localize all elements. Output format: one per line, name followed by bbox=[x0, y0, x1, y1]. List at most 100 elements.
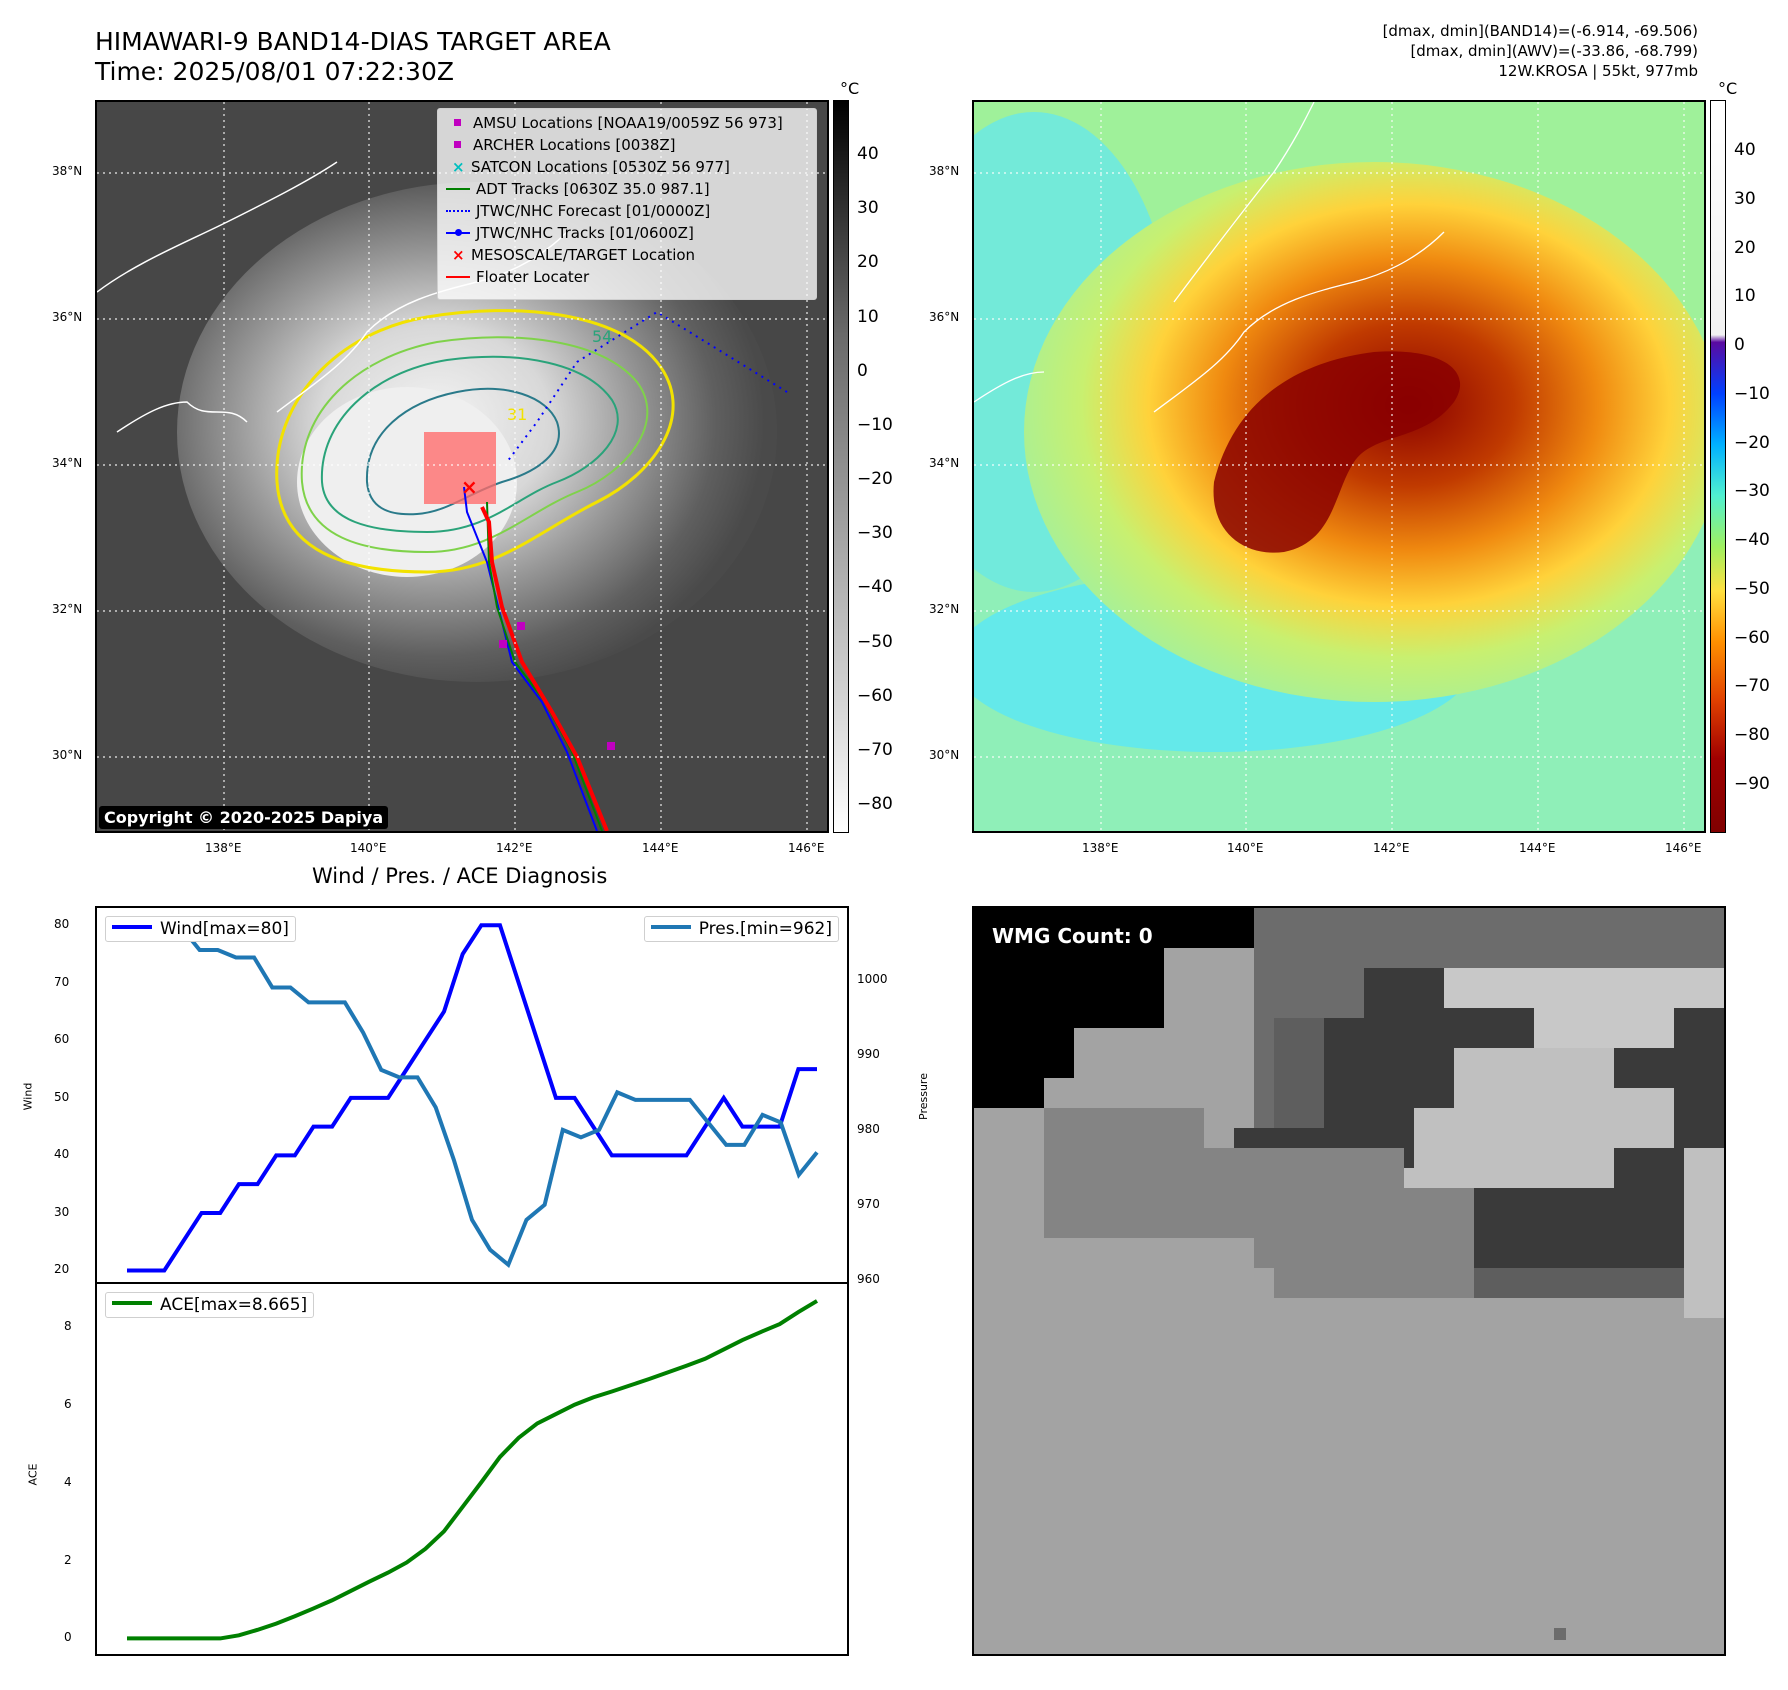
wv-lon-label: 142°E bbox=[1373, 841, 1410, 855]
x-marker-icon: × bbox=[452, 246, 465, 264]
wmg-count-label: WMG Count: 0 bbox=[992, 924, 1153, 948]
legend-item-amsu: AMSU Locations [NOAA19/0059Z 56 973] bbox=[446, 114, 783, 132]
ir-colorbar-tick-label: −30 bbox=[857, 523, 893, 544]
awv-range-text: [dmax, dmin](AWV)=(-33.86, -68.799) bbox=[1410, 42, 1698, 60]
wv-lat-label: 36°N bbox=[929, 310, 960, 324]
figure-title: HIMAWARI-9 BAND14-DIAS TARGET AREA bbox=[95, 27, 611, 56]
figure-time: Time: 2025/08/01 07:22:30Z bbox=[95, 57, 454, 86]
ir-colorbar-tick-label: 30 bbox=[857, 198, 879, 219]
wv-colorbar-tick-label: −40 bbox=[1734, 530, 1770, 551]
legend-item-jtwc-forecast: JTWC/NHC Forecast [01/0000Z] bbox=[446, 202, 710, 220]
ace-axis-label: ACE bbox=[26, 1463, 40, 1486]
copyright-badge: Copyright © 2020-2025 Dapiya bbox=[99, 806, 389, 829]
wv-colorbar-tick-label: −90 bbox=[1734, 774, 1770, 794]
wind-tick-label: 70 bbox=[54, 974, 70, 989]
contour-label-54: 54 bbox=[592, 327, 612, 346]
ir-lat-label: 36°N bbox=[52, 310, 83, 324]
legend-item-target: × MESOSCALE/TARGET Location bbox=[452, 246, 696, 264]
ir-colorbar-tick-label: −70 bbox=[857, 739, 893, 760]
wind-tick-label: 40 bbox=[54, 1147, 70, 1162]
square-marker-icon bbox=[454, 119, 461, 126]
ace-chart-frame: ACE[max=8.665] bbox=[95, 1282, 849, 1656]
ir-map-panel: 54 31 × AMSU Locations [NO bbox=[95, 100, 829, 833]
ace-tick-label: 4 bbox=[64, 1474, 72, 1489]
wv-lat-label: 38°N bbox=[929, 164, 960, 178]
legend-item-adt: ADT Tracks [0630Z 35.0 987.1] bbox=[446, 180, 710, 198]
wv-colorbar-tick-label: −60 bbox=[1734, 627, 1770, 648]
wv-colorbar-tick-label: 0 bbox=[1734, 335, 1745, 356]
ace-chart bbox=[127, 1299, 819, 1641]
wind-tick-label: 30 bbox=[54, 1204, 70, 1219]
target-area-box bbox=[424, 432, 496, 504]
ir-colorbar-tick-label: 10 bbox=[857, 306, 879, 327]
pressure-tick-label: 1000 bbox=[857, 971, 888, 986]
ace-series-line bbox=[127, 1299, 819, 1641]
ace-legend: ACE[max=8.665] bbox=[105, 1292, 315, 1318]
wv-map-panel bbox=[972, 100, 1706, 833]
archer-marker bbox=[499, 640, 507, 648]
ir-colorbar-tick-label: −50 bbox=[857, 631, 893, 652]
ace-tick-label: 0 bbox=[64, 1630, 72, 1645]
archer-marker-2 bbox=[607, 742, 615, 750]
wv-lat-label: 34°N bbox=[929, 456, 960, 470]
wv-lon-label: 138°E bbox=[1082, 841, 1119, 855]
ir-lat-label: 34°N bbox=[52, 456, 83, 470]
wind-tick-label: 80 bbox=[54, 917, 70, 932]
line-marker-icon bbox=[446, 276, 470, 278]
ir-colorbar-unit: °C bbox=[840, 79, 860, 98]
pressure-axis-label: Pressure bbox=[916, 1073, 930, 1120]
wv-colorbar-tick-label: −20 bbox=[1734, 432, 1770, 453]
legend-item-floater: Floater Locater bbox=[446, 268, 589, 286]
band14-range-text: [dmax, dmin](BAND14)=(-6.914, -69.506) bbox=[1382, 22, 1698, 40]
ir-colorbar-tick-label: −20 bbox=[857, 469, 893, 489]
ir-colorbar-tick-label: 20 bbox=[857, 252, 879, 273]
wv-lat-label: 30°N bbox=[929, 748, 960, 762]
ir-colorbar-tick-label: −40 bbox=[857, 577, 893, 598]
legend-item-satcon: × SATCON Locations [0530Z 56 977] bbox=[452, 158, 730, 176]
wind-series-line bbox=[127, 923, 817, 1273]
legend-item-archer: ARCHER Locations [0038Z] bbox=[446, 136, 676, 154]
wind-tick-label: 20 bbox=[54, 1262, 70, 1277]
floater-track bbox=[480, 506, 609, 831]
ir-lat-label: 38°N bbox=[52, 164, 83, 178]
wv-colorbar-tick-label: 10 bbox=[1734, 286, 1756, 307]
x-marker-icon: × bbox=[452, 158, 465, 176]
wind-tick-label: 50 bbox=[54, 1089, 70, 1104]
wv-map-image bbox=[974, 102, 1704, 831]
wv-lon-label: 144°E bbox=[1519, 841, 1556, 855]
ir-lat-label: 32°N bbox=[52, 602, 83, 616]
dotted-line-icon bbox=[446, 210, 470, 212]
ace-tick-label: 8 bbox=[64, 1318, 72, 1333]
wv-lat-label: 32°N bbox=[929, 602, 960, 616]
ace-tick-label: 6 bbox=[64, 1396, 72, 1411]
wv-colorbar-tick-label: −10 bbox=[1734, 383, 1770, 404]
wind-legend: Wind[max=80] bbox=[105, 916, 296, 942]
square-marker-icon bbox=[454, 141, 461, 148]
ir-colorbar-tick-label: −10 bbox=[857, 414, 893, 435]
ir-lon-label: 142°E bbox=[496, 841, 533, 855]
ir-colorbar-tick-label: −60 bbox=[857, 685, 893, 706]
pressure-legend: Pres.[min=962] bbox=[643, 916, 839, 942]
pressure-line-icon bbox=[650, 925, 691, 929]
wv-lon-label: 146°E bbox=[1665, 841, 1702, 855]
pressure-tick-label: 980 bbox=[857, 1121, 880, 1136]
pressure-series-line bbox=[127, 925, 819, 1269]
line-dot-icon bbox=[446, 229, 470, 236]
target-location-marker: × bbox=[461, 475, 478, 499]
pressure-tick-label: 960 bbox=[857, 1271, 880, 1286]
ir-colorbar-tick-label: 0 bbox=[857, 360, 868, 381]
ir-lon-label: 138°E bbox=[205, 841, 242, 855]
legend-item-jtwc-tracks: JTWC/NHC Tracks [01/0600Z] bbox=[446, 224, 694, 242]
pressure-tick-label: 970 bbox=[857, 1196, 880, 1211]
wv-colorbar-tick-label: −30 bbox=[1734, 481, 1770, 502]
ir-lon-label: 146°E bbox=[788, 841, 825, 855]
ir-lon-label: 144°E bbox=[642, 841, 679, 855]
wind-axis-label: Wind bbox=[21, 1082, 35, 1111]
ir-lat-label: 30°N bbox=[52, 748, 83, 762]
wv-colorbar-tick-label: 30 bbox=[1734, 188, 1756, 209]
ir-colorbar-tick-label: −80 bbox=[857, 794, 893, 814]
wind-line-icon bbox=[112, 925, 152, 929]
wv-lon-label: 140°E bbox=[1227, 841, 1264, 855]
jtwc-forecast-track bbox=[506, 310, 788, 463]
wind-pressure-chart bbox=[127, 923, 819, 1273]
